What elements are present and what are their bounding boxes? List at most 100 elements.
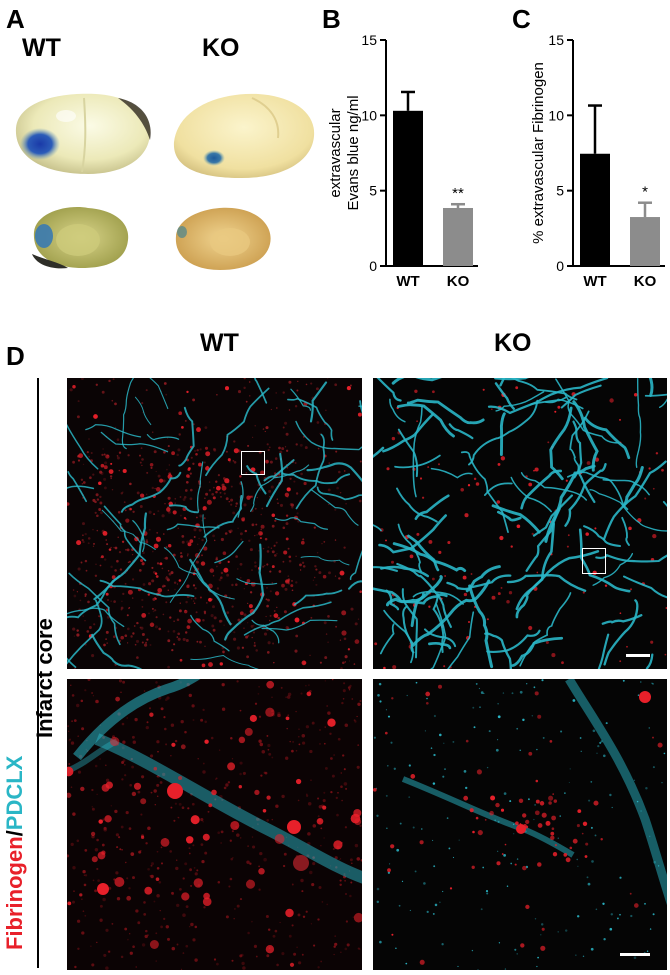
- fluorescence-puncta: [288, 555, 292, 559]
- vessel: [486, 629, 541, 654]
- fluorescence-puncta: [356, 765, 360, 769]
- fluorescence-puncta: [298, 728, 300, 730]
- fluorescence-puncta: [119, 848, 122, 851]
- fluorescence-puncta: [213, 447, 216, 451]
- fluorescence-puncta: [149, 622, 155, 628]
- fluorescence-puncta: [480, 908, 483, 911]
- vessel: [506, 573, 587, 592]
- fluorescence-puncta: [274, 834, 285, 844]
- fluorescence-puncta: [103, 953, 107, 957]
- vessel: [592, 552, 634, 586]
- fluorescence-puncta: [341, 799, 343, 802]
- fluorescence-puncta: [124, 582, 127, 585]
- fluorescence-puncta: [188, 693, 192, 698]
- fluorescence-puncta: [502, 692, 505, 694]
- fluorescence-puncta: [265, 598, 268, 601]
- fluorescence-puncta: [657, 742, 663, 748]
- vessel: [243, 601, 332, 636]
- fluorescence-puncta: [182, 877, 185, 880]
- fluorescence-puncta: [251, 436, 254, 439]
- fluorescence-puncta: [249, 591, 253, 594]
- fluorescence-puncta: [273, 613, 279, 618]
- fluorescence-puncta: [357, 744, 360, 746]
- y-axis-label-line2: Evans blue ng/ml: [345, 95, 362, 210]
- y-tick-label: 0: [369, 258, 377, 274]
- fluorescence-puncta: [515, 386, 519, 390]
- fluorescence-puncta: [325, 633, 328, 635]
- fluorescence-puncta: [497, 462, 501, 466]
- fluorescence-puncta: [342, 754, 345, 757]
- fluorescence-puncta: [125, 811, 129, 815]
- fluorescence-puncta: [136, 621, 139, 625]
- fluorescence-puncta: [443, 665, 446, 668]
- fluorescence-puncta: [127, 938, 129, 941]
- fluorescence-puncta: [152, 610, 155, 613]
- fluorescence-puncta: [353, 663, 356, 665]
- fluorescence-puncta: [500, 456, 506, 461]
- fluorescence-puncta: [199, 514, 203, 518]
- fluorescence-puncta: [499, 535, 504, 541]
- fluorescence-puncta: [153, 900, 156, 903]
- fluorescence-puncta: [246, 655, 250, 659]
- fluorescence-puncta: [497, 850, 499, 852]
- vessel: [622, 575, 667, 599]
- fluorescence-puncta: [85, 569, 88, 572]
- fluorescence-puncta: [235, 583, 238, 586]
- fluorescence-puncta: [343, 682, 346, 685]
- vessel: [412, 405, 423, 498]
- fluorescence-puncta: [124, 774, 127, 777]
- fluorescence-puncta: [178, 560, 180, 562]
- fluorescence-puncta: [110, 805, 112, 807]
- fluorescence-puncta: [385, 539, 387, 542]
- fluorescence-puncta: [266, 680, 275, 689]
- fluorescence-puncta: [264, 430, 266, 433]
- fluorescence-puncta: [239, 709, 242, 712]
- fluorescence-puncta: [231, 830, 234, 833]
- fluorescence-puncta: [266, 795, 271, 800]
- fluorescence-puncta: [240, 953, 244, 957]
- fluorescence-puncta: [231, 959, 234, 962]
- fluorescence-puncta: [501, 853, 504, 855]
- fluorescence-puncta: [127, 561, 130, 563]
- panel-a-ko-label: KO: [202, 34, 240, 62]
- fluorescence-puncta: [242, 771, 246, 775]
- fluorescence-puncta: [271, 756, 274, 759]
- fluorescence-puncta: [484, 819, 487, 821]
- fluorescence-puncta: [629, 588, 633, 591]
- fluorescence-puncta: [345, 787, 348, 790]
- fluorescence-puncta: [218, 578, 222, 582]
- vessel: [163, 547, 235, 600]
- fluorescence-puncta: [84, 532, 87, 536]
- fluorescence-puncta: [92, 545, 95, 547]
- fluorescence-puncta: [491, 595, 496, 600]
- fluorescence-puncta: [119, 568, 123, 571]
- fluorescence-puncta: [319, 432, 321, 435]
- fluorescence-puncta: [123, 763, 126, 766]
- fluorescence-puncta: [165, 546, 168, 549]
- fluorescence-puncta: [159, 478, 164, 483]
- fluorescence-puncta: [102, 531, 108, 536]
- fluorescence-puncta: [262, 547, 265, 550]
- fluorescence-puncta: [421, 496, 425, 499]
- fluorescence-puncta: [126, 642, 129, 644]
- fluorescence-puncta: [552, 852, 558, 857]
- fluorescence-puncta: [135, 639, 140, 643]
- fluorescence-puncta: [314, 565, 317, 568]
- fluorescence-puncta: [116, 559, 119, 563]
- fluorescence-puncta: [157, 587, 163, 593]
- fluorescence-puncta: [189, 539, 194, 543]
- fluorescence-puncta: [640, 681, 642, 683]
- fluorescence-puncta: [103, 477, 107, 481]
- vessel: [468, 584, 494, 669]
- fluorescence-puncta: [67, 725, 69, 727]
- fluorescence-puncta: [237, 568, 239, 570]
- vessel: [103, 505, 147, 562]
- fluorescence-puncta: [409, 554, 414, 559]
- fluorescence-puncta: [223, 786, 227, 790]
- fluorescence-puncta: [168, 572, 172, 576]
- fluorescence-puncta: [161, 514, 165, 518]
- fluorescence-puncta: [588, 799, 591, 802]
- fluorescence-puncta: [79, 599, 82, 602]
- fluorescence-puncta: [513, 833, 515, 835]
- fluorescence-puncta: [124, 509, 127, 512]
